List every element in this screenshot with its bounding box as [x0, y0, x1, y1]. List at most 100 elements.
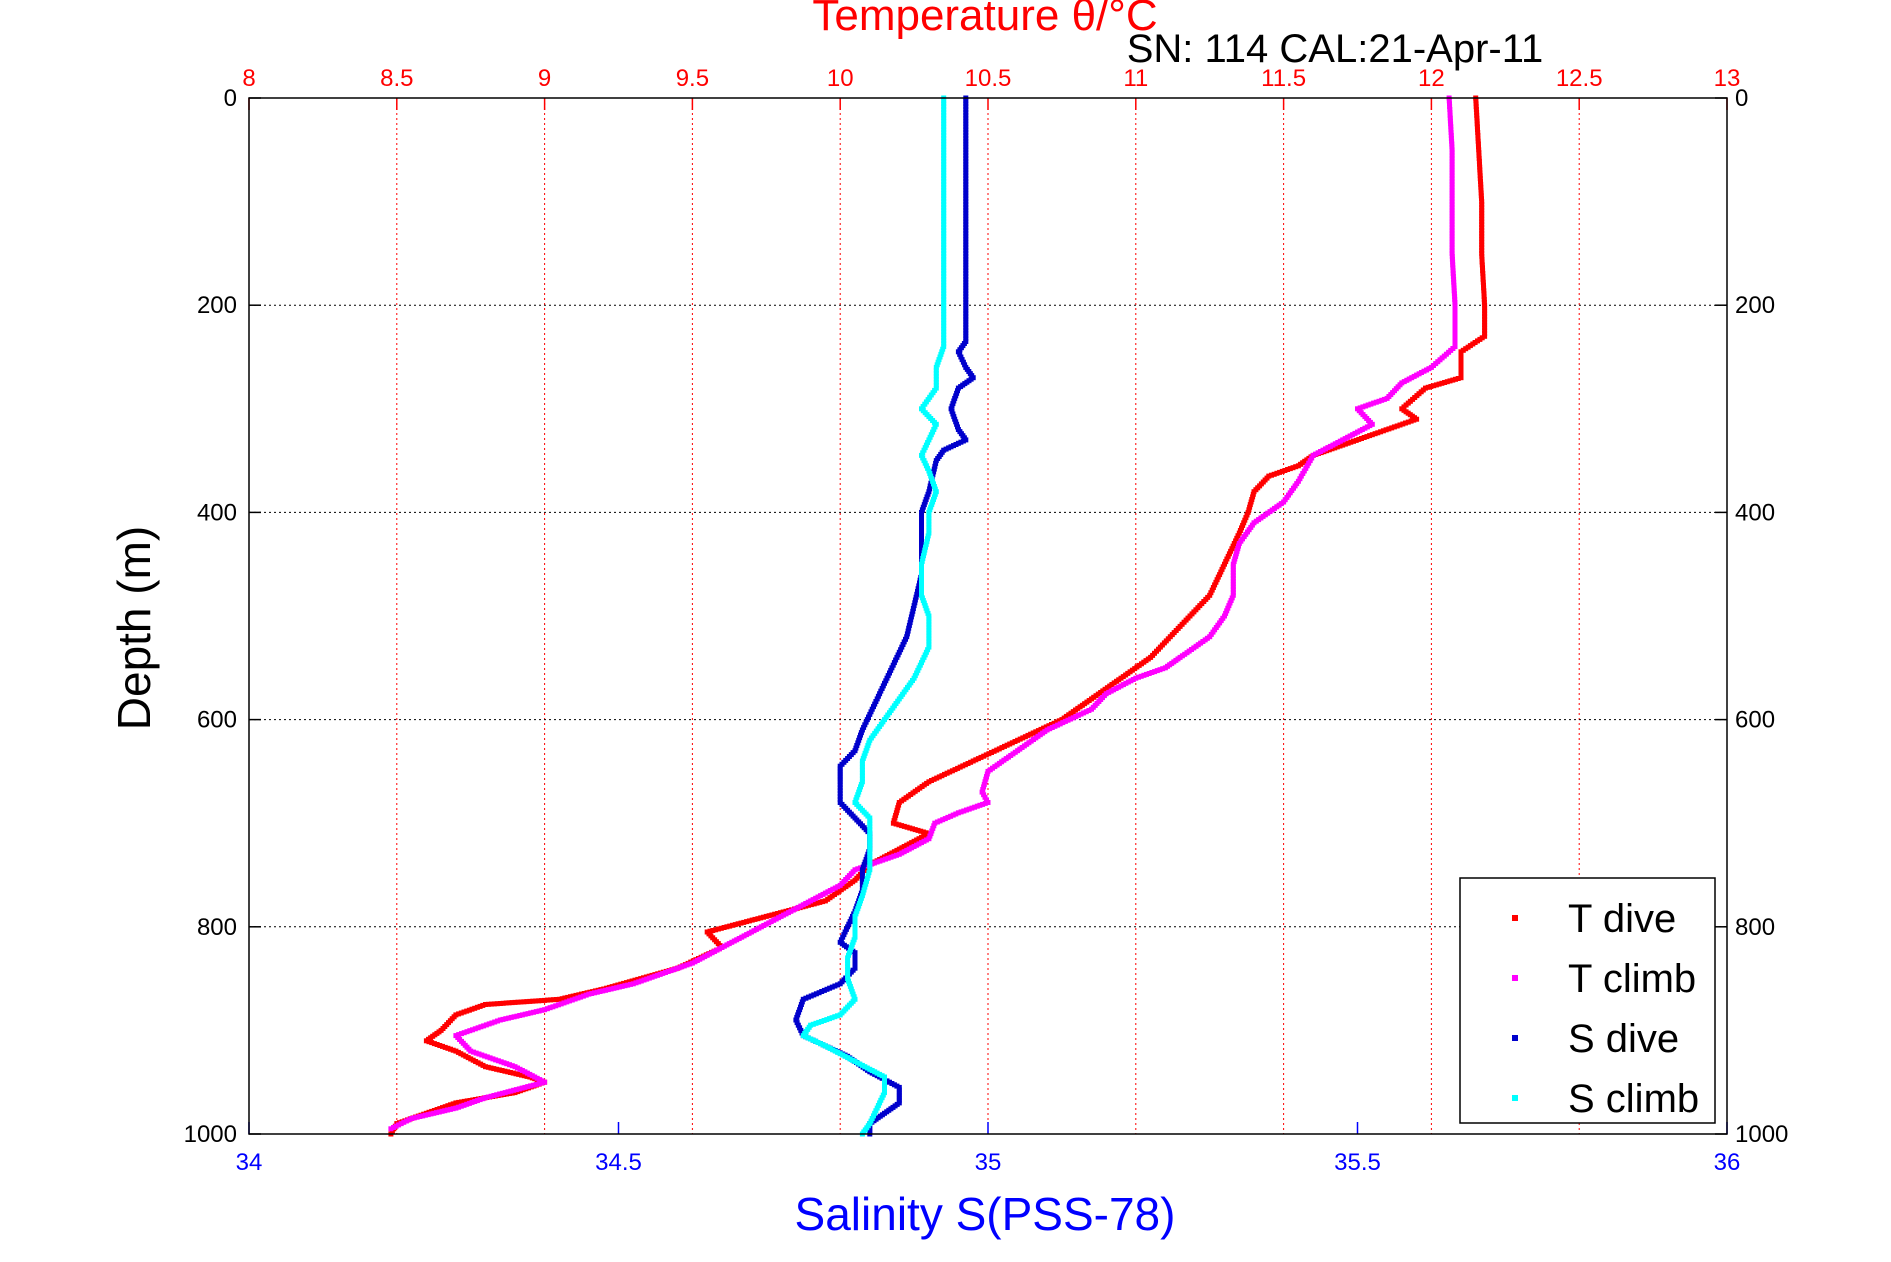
data-point: [525, 1011, 531, 1017]
data-point: [923, 544, 928, 550]
data-point: [1065, 717, 1071, 723]
data-point: [1479, 196, 1484, 202]
data-point: [1479, 256, 1485, 262]
data-point: [1250, 494, 1256, 500]
data-point: [1476, 150, 1482, 156]
data-point: [941, 130, 947, 135]
data-point: [867, 861, 873, 867]
data-point: [996, 746, 1002, 752]
data-point: [941, 230, 947, 236]
data-point: [934, 362, 940, 368]
data-point: [963, 164, 969, 170]
data-point: [837, 1012, 843, 1018]
data-point: [919, 512, 924, 518]
data-point: [867, 858, 873, 864]
data-point: [502, 1068, 508, 1074]
data-point: [941, 202, 947, 207]
data-point: [641, 977, 647, 983]
data-point: [1450, 271, 1456, 276]
data-point: [1482, 316, 1488, 322]
data-point: [1009, 740, 1015, 746]
data-point: [611, 985, 617, 991]
data-point: [928, 504, 934, 510]
data-point: [1055, 722, 1061, 728]
data-point: [1378, 429, 1384, 435]
data-point: [1059, 717, 1065, 723]
data-point: [536, 1008, 542, 1014]
data-point: [1479, 248, 1485, 253]
data-point: [1449, 239, 1455, 245]
data-point: [941, 147, 947, 153]
data-point: [871, 860, 877, 866]
data-point: [963, 253, 969, 259]
data-point: [813, 991, 819, 997]
data-point: [411, 1115, 417, 1121]
data-point: [525, 1084, 531, 1090]
data-point: [926, 524, 932, 530]
temperature-axis-label: Temperature θ/°C: [812, 0, 1157, 40]
data-point: [963, 109, 969, 115]
data-point: [859, 758, 865, 764]
data-point: [852, 955, 858, 961]
data-point: [1449, 256, 1455, 262]
data-point: [597, 989, 603, 994]
data-point: [829, 1015, 835, 1021]
chart-title: SN: 114 CAL:21-Apr-11: [1127, 27, 1544, 71]
data-point: [1479, 250, 1485, 256]
data-point: [1428, 384, 1434, 389]
data-point: [1449, 184, 1455, 190]
data-point: [941, 132, 947, 138]
data-point: [749, 917, 755, 923]
data-point: [1481, 282, 1486, 288]
data-point: [863, 719, 869, 725]
data-point: [845, 970, 851, 976]
data-point: [1476, 158, 1482, 164]
data-point: [1376, 398, 1382, 404]
salinity-tick-label: 36: [1714, 1149, 1741, 1176]
temperature-tick-label: 10: [827, 65, 854, 92]
data-point: [859, 727, 865, 733]
data-point: [924, 608, 930, 614]
data-point: [926, 636, 932, 642]
data-point: [919, 587, 924, 593]
data-point: [859, 764, 865, 770]
data-point: [1450, 273, 1456, 279]
data-point: [1078, 711, 1084, 717]
data-point: [1474, 124, 1480, 130]
data-point: [922, 547, 928, 553]
data-point: [867, 841, 873, 847]
data-point: [926, 630, 932, 636]
data-point: [941, 253, 947, 259]
data-point: [837, 774, 843, 780]
data-point: [464, 1101, 470, 1107]
data-point: [896, 822, 902, 828]
data-point: [533, 998, 539, 1004]
data-point: [431, 1110, 437, 1116]
salinity-tick-label: 34.5: [595, 1149, 642, 1176]
data-point: [1149, 670, 1155, 675]
data-point: [884, 675, 890, 681]
data-point: [931, 494, 937, 500]
data-point: [837, 785, 843, 791]
data-point: [1244, 512, 1250, 518]
data-point: [485, 1094, 491, 1100]
data-point: [963, 222, 969, 228]
data-point: [941, 341, 947, 347]
data-point: [503, 1000, 509, 1006]
data-point: [565, 994, 571, 1000]
data-point: [1442, 380, 1448, 385]
data-point: [636, 979, 642, 985]
data-point: [1030, 730, 1036, 736]
data-point: [1449, 196, 1455, 202]
data-point: [510, 1070, 516, 1076]
data-point: [507, 1062, 512, 1068]
data-point: [1157, 667, 1163, 673]
data-point: [1450, 265, 1456, 271]
data-point: [1449, 138, 1455, 144]
data-point: [909, 611, 915, 617]
data-point: [982, 800, 988, 806]
data-point: [846, 978, 851, 984]
data-point: [913, 594, 919, 600]
data-point: [461, 1102, 467, 1108]
data-point: [1231, 541, 1237, 546]
